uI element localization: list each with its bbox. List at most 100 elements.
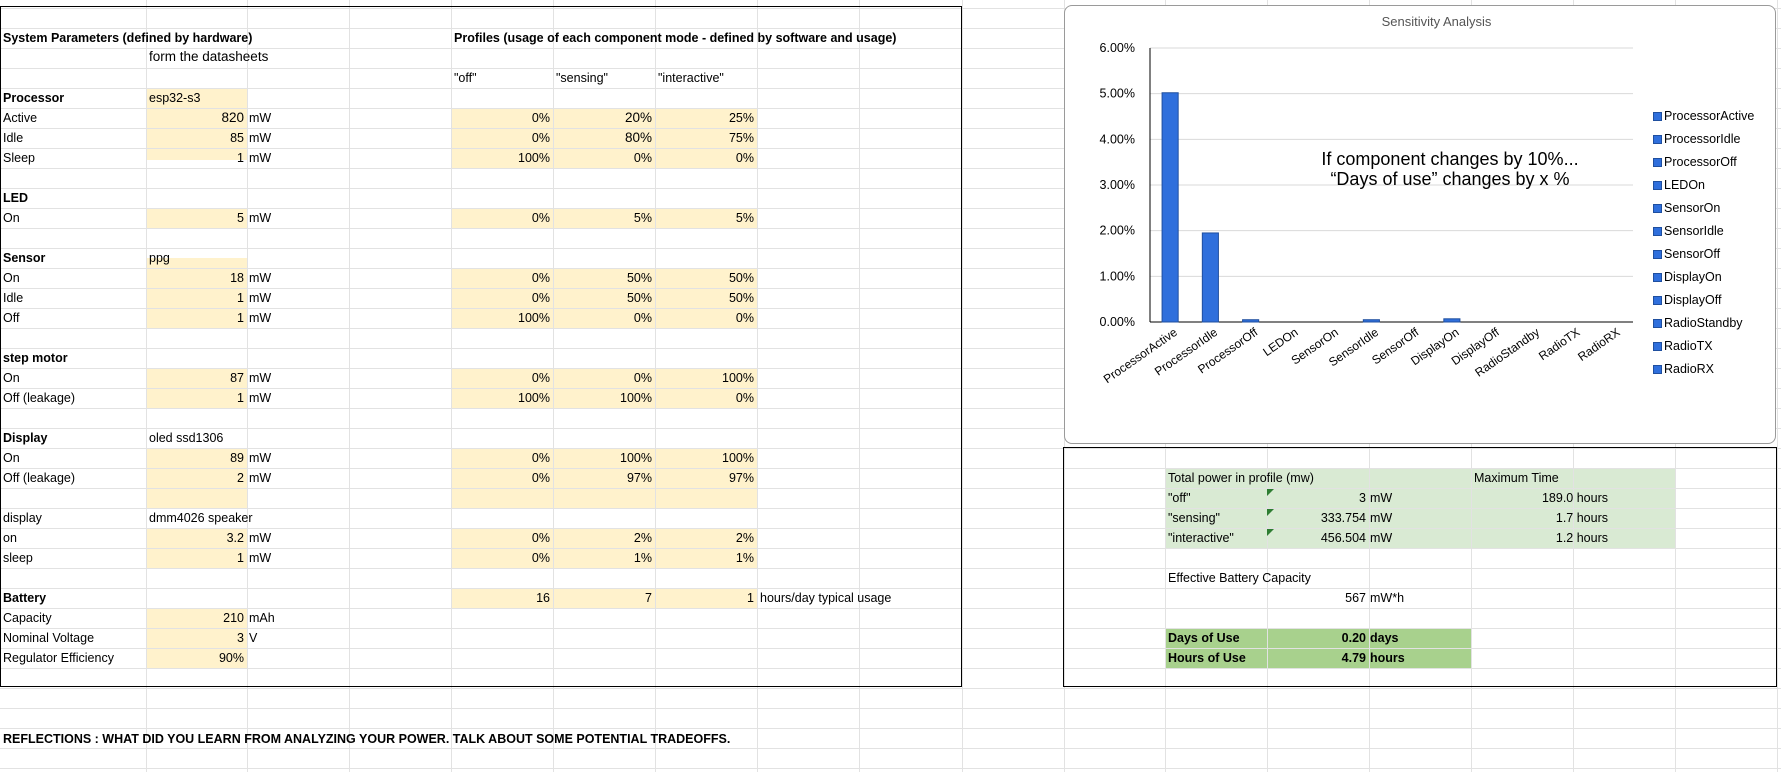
sensor-on-label: On [3, 271, 20, 285]
battery-cap-label: Effective Battery Capacity [1168, 571, 1311, 585]
profile-sensor-idle-off[interactable]: 0% [531, 291, 550, 305]
gridline-row [0, 668, 1781, 669]
battery-voltage-label: Nominal Voltage [3, 631, 95, 645]
profile-speaker-sleep-off[interactable]: 0% [531, 551, 550, 565]
profile-motor-on-off[interactable]: 0% [531, 371, 550, 385]
profile-sensor-on-sensing[interactable]: 50% [626, 271, 652, 285]
summary-sensing-time[interactable]: 1.7 hours [1555, 511, 1608, 525]
profile-speaker-on-interactive[interactable]: 2% [735, 531, 754, 545]
profile-hours-interactive[interactable]: 1 [747, 591, 754, 605]
battery-voltage-value[interactable]: 3 [237, 631, 244, 645]
profile-processor-sleep-off[interactable]: 100% [518, 151, 550, 165]
y-tick-label: 5.00% [1100, 87, 1135, 101]
profile-sensor-idle-sensing[interactable]: 50% [626, 291, 652, 305]
profile-speaker-on-sensing[interactable]: 2% [633, 531, 652, 545]
speaker-on-value[interactable]: 3.2 [226, 531, 244, 545]
profile-display-off-sensing[interactable]: 97% [626, 471, 652, 485]
profile-sensor-on-interactive[interactable]: 50% [728, 271, 754, 285]
battery-cap-unit: mW*h [1370, 591, 1405, 605]
sensor-off-value[interactable]: 1 [237, 311, 244, 325]
days-of-use-value[interactable]: 0.20 [1341, 631, 1366, 645]
y-tick-label: 2.00% [1100, 224, 1135, 238]
bar-SensorIdle [1362, 319, 1380, 323]
speaker-sleep-value[interactable]: 1 [237, 551, 244, 565]
processor-active-value[interactable]: 820 [221, 110, 244, 125]
display-off-value[interactable]: 2 [237, 471, 244, 485]
legend-label: ProcessorIdle [1664, 132, 1741, 146]
motor-on-label: On [3, 371, 20, 385]
display-off-unit: mW [249, 471, 272, 485]
legend-item: ProcessorOff [1653, 152, 1737, 172]
legend-item: SensorOff [1653, 244, 1720, 264]
profile-speaker-sleep-interactive[interactable]: 1% [735, 551, 754, 565]
profile-display-on-sensing[interactable]: 100% [620, 451, 652, 465]
profile-motor-on-sensing[interactable]: 0% [633, 371, 652, 385]
profile-sensor-off-interactive[interactable]: 0% [735, 311, 754, 325]
summary-interactive-time[interactable]: 1.2 hours [1555, 531, 1608, 545]
profile-processor-active-sensing[interactable]: 20% [624, 110, 652, 125]
profile-display-on-off[interactable]: 0% [531, 451, 550, 465]
sensitivity-chart[interactable]: Sensitivity Analysis 0.00% 1.00% 2.00% 3.00%… [1064, 5, 1776, 444]
profile-processor-sleep-sensing[interactable]: 0% [633, 151, 652, 165]
profile-display-on-interactive[interactable]: 100% [722, 451, 754, 465]
battery-capacity-value[interactable]: 210 [223, 611, 244, 625]
profile-motor-off-sensing[interactable]: 100% [620, 391, 652, 405]
display-on-value[interactable]: 89 [230, 451, 244, 465]
profile-hours-off[interactable]: 16 [536, 591, 550, 605]
profile-speaker-sleep-sensing[interactable]: 1% [633, 551, 652, 565]
profile-speaker-on-off[interactable]: 0% [531, 531, 550, 545]
profile-led-on-off[interactable]: 0% [531, 211, 550, 225]
profile-processor-active-off[interactable]: 0% [531, 111, 550, 125]
battery-efficiency-label: Regulator Efficiency [3, 651, 114, 665]
summary-interactive-power[interactable]: 456.504 [1320, 531, 1366, 545]
legend-item: RadioRX [1653, 359, 1714, 379]
motor-on-value[interactable]: 87 [230, 371, 244, 385]
speaker-model[interactable]: dmm4026 speaker [149, 511, 253, 525]
y-tick-label: 6.00% [1100, 41, 1135, 55]
motor-off-label: Off (leakage) [3, 391, 76, 405]
profile-motor-off-interactive[interactable]: 0% [735, 391, 754, 405]
profile-motor-on-interactive[interactable]: 100% [722, 371, 754, 385]
profile-sensor-fill [451, 268, 757, 328]
profile-display-off-interactive[interactable]: 97% [728, 471, 754, 485]
profile-motor-off-off[interactable]: 100% [518, 391, 550, 405]
led-on-value[interactable]: 5 [237, 211, 244, 225]
gridline-row [0, 708, 1781, 709]
summary-sensing-power[interactable]: 333.754 [1320, 511, 1366, 525]
sensor-on-value[interactable]: 18 [230, 271, 244, 285]
summary-off-power[interactable]: 3 [1359, 491, 1366, 505]
profile-sensor-on-off[interactable]: 0% [531, 271, 550, 285]
gridline-col [1777, 0, 1778, 772]
processor-idle-unit: mW [249, 131, 272, 145]
warning-triangle-icon[interactable] [1267, 509, 1274, 516]
profile-sensor-off-off[interactable]: 100% [518, 311, 550, 325]
sensor-model[interactable]: ppg [149, 251, 170, 265]
profile-led-on-interactive[interactable]: 5% [735, 211, 754, 225]
display-model[interactable]: oled ssd1306 [149, 431, 224, 445]
processor-model[interactable]: esp32-s3 [149, 91, 201, 105]
hours-of-use-value[interactable]: 4.79 [1341, 651, 1366, 665]
profile-sensor-idle-interactive[interactable]: 50% [728, 291, 754, 305]
sensor-idle-value[interactable]: 1 [237, 291, 244, 305]
warning-triangle-icon[interactable] [1267, 529, 1274, 536]
gridline-row [0, 388, 1781, 389]
processor-idle-value[interactable]: 85 [230, 131, 244, 145]
profile-processor-sleep-interactive[interactable]: 0% [735, 151, 754, 165]
profile-processor-idle-sensing[interactable]: 80% [624, 130, 652, 145]
profile-display-off-off[interactable]: 0% [531, 471, 550, 485]
warning-triangle-icon[interactable] [1267, 489, 1274, 496]
processor-sleep-value[interactable]: 1 [237, 151, 244, 165]
reflections-prompt[interactable]: REFLECTIONS : WHAT DID YOU LEARN FROM AN… [3, 732, 731, 746]
motor-off-value[interactable]: 1 [237, 391, 244, 405]
battery-efficiency-value[interactable]: 90% [218, 651, 244, 665]
profile-processor-idle-off[interactable]: 0% [531, 131, 550, 145]
legend-swatch [1653, 342, 1662, 352]
profile-processor-idle-interactive[interactable]: 75% [728, 131, 754, 145]
profile-processor-active-interactive[interactable]: 25% [728, 111, 754, 125]
battery-cap-value[interactable]: 567 [1345, 591, 1366, 605]
profile-led-on-sensing[interactable]: 5% [633, 211, 652, 225]
profile-hours-sensing[interactable]: 7 [645, 591, 652, 605]
profile-sensor-off-sensing[interactable]: 0% [633, 311, 652, 325]
summary-off-time[interactable]: 189.0 hours [1541, 491, 1608, 505]
